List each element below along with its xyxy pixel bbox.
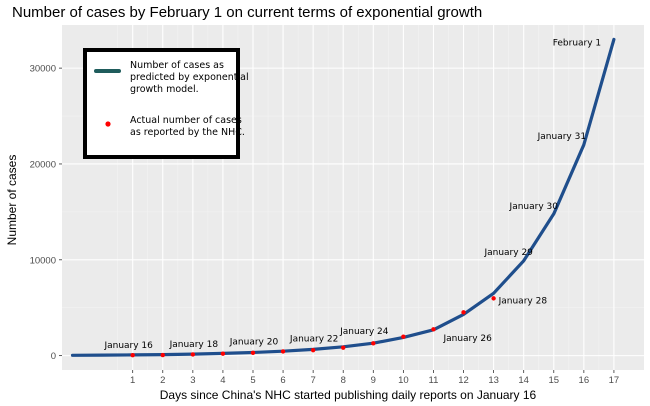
legend-line-label: predicted by exponential xyxy=(130,72,249,83)
x-tick-label: 7 xyxy=(310,375,315,386)
annotation-label: January 20 xyxy=(229,337,279,347)
annotation-label: February 1 xyxy=(553,38,601,48)
legend-point-label: as reported by the NHC. xyxy=(130,127,245,138)
actual-point xyxy=(341,345,346,350)
legend-box xyxy=(83,48,240,159)
x-tick-label: 13 xyxy=(488,375,499,386)
x-tick-label: 1 xyxy=(130,375,135,386)
y-tick-label: 30000 xyxy=(30,64,56,75)
y-tick-label: 10000 xyxy=(30,255,56,266)
legend-point-label: Actual number of cases xyxy=(130,115,242,126)
annotation-label: January 22 xyxy=(289,334,338,344)
x-tick-label: 8 xyxy=(341,375,346,386)
x-tick-label: 14 xyxy=(518,375,529,386)
actual-point xyxy=(431,327,436,332)
annotation-label: January 29 xyxy=(483,248,533,258)
x-tick-label: 15 xyxy=(548,375,559,386)
series-actual xyxy=(130,296,496,358)
annotation-label: January 28 xyxy=(498,296,548,306)
x-tick-label: 17 xyxy=(609,375,620,386)
x-tick-label: 4 xyxy=(220,375,225,386)
actual-point xyxy=(371,341,376,346)
annotation-label: January 31 xyxy=(537,132,586,142)
annotation-label: January 18 xyxy=(169,340,219,350)
actual-point xyxy=(250,350,256,356)
annotation-label: January 30 xyxy=(509,202,559,212)
annotation-label: January 26 xyxy=(442,334,492,344)
x-tick-label: 3 xyxy=(190,375,195,386)
actual-point xyxy=(280,349,286,354)
x-tick-label: 10 xyxy=(398,375,409,386)
actual-point xyxy=(491,296,496,301)
y-tick-label: 0 xyxy=(51,351,56,362)
actual-point xyxy=(190,352,196,357)
x-tick-label: 5 xyxy=(250,375,255,386)
actual-point xyxy=(160,352,165,358)
y-axis-title: Number of cases xyxy=(5,155,19,246)
actual-point xyxy=(461,310,466,315)
actual-point xyxy=(401,334,406,339)
annotation-label: January 24 xyxy=(339,327,389,337)
x-tick-label: 12 xyxy=(458,375,469,386)
legend-line-label: growth model. xyxy=(130,84,199,95)
legend-point-key xyxy=(105,121,111,127)
actual-point xyxy=(220,351,226,356)
x-axis-title: Days since China's NHC started publishin… xyxy=(160,388,537,402)
actual-point xyxy=(310,347,316,353)
legend-line-label: Number of cases as xyxy=(130,60,224,71)
actual-point xyxy=(130,352,135,358)
x-tick-label: 2 xyxy=(160,375,165,386)
y-tick-label: 20000 xyxy=(30,159,56,170)
x-tick-label: 9 xyxy=(371,375,376,386)
chart-title: Number of cases by February 1 on current… xyxy=(12,4,482,21)
x-tick-label: 6 xyxy=(280,375,285,386)
annotation-label: January 16 xyxy=(103,341,153,351)
axis-ticks: 1 2 3 4 5 6 7 8 9 10 11 12 13 14 15 16 17010000200003000… xyxy=(30,64,620,386)
x-tick-label: 16 xyxy=(579,375,590,386)
x-tick-label: 11 xyxy=(429,375,439,386)
annotations: January 16 January 18 January 20 January 22… xyxy=(103,38,601,350)
